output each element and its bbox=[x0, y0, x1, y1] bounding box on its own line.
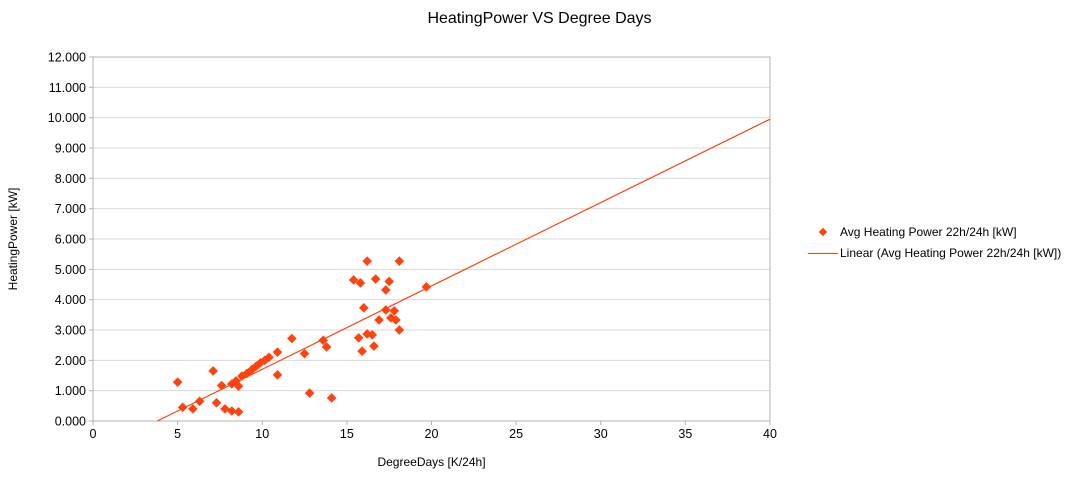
data-point bbox=[208, 366, 218, 376]
legend-item-trendline: Linear (Avg Heating Power 22h/24h [kW]) bbox=[806, 245, 1061, 261]
legend-label-series: Avg Heating Power 22h/24h [kW] bbox=[840, 225, 1017, 239]
trendline-sample-icon bbox=[808, 252, 838, 254]
y-axis-title: HeatingPower [kW] bbox=[6, 187, 20, 291]
data-point bbox=[251, 361, 262, 371]
legend-swatch bbox=[806, 227, 840, 237]
data-point bbox=[318, 335, 328, 346]
legend-label-trendline: Linear (Avg Heating Power 22h/24h [kW]) bbox=[840, 246, 1062, 260]
x-tick-label: 20 bbox=[425, 427, 439, 441]
y-tick-label: 1.000 bbox=[55, 384, 86, 398]
y-tick-label: 12.000 bbox=[48, 51, 86, 65]
data-point bbox=[367, 330, 378, 340]
data-point bbox=[233, 381, 244, 391]
x-tick-label: 15 bbox=[340, 427, 354, 441]
data-point bbox=[172, 377, 183, 387]
diamond-marker-icon bbox=[818, 227, 828, 237]
data-point bbox=[264, 352, 274, 363]
y-tick-label: 8.000 bbox=[55, 172, 86, 186]
data-point bbox=[321, 342, 332, 352]
data-point bbox=[394, 325, 405, 335]
data-point bbox=[362, 256, 372, 266]
data-point bbox=[326, 393, 337, 403]
x-tick-label: 10 bbox=[255, 427, 269, 441]
y-tick-label: 7.000 bbox=[55, 202, 86, 216]
legend: Avg Heating Power 22h/24h [kW] Linear (A… bbox=[806, 224, 1061, 266]
y-tick-label: 5.000 bbox=[55, 263, 86, 277]
data-point bbox=[304, 388, 315, 398]
y-tick-label: 6.000 bbox=[55, 233, 86, 247]
legend-swatch bbox=[806, 252, 840, 254]
y-tick-label: 10.000 bbox=[48, 111, 86, 125]
data-point bbox=[394, 256, 405, 266]
y-tick-label: 4.000 bbox=[55, 293, 86, 307]
data-point bbox=[353, 333, 364, 343]
y-tick-label: 11.000 bbox=[49, 81, 86, 95]
data-point bbox=[272, 370, 283, 380]
data-point bbox=[381, 305, 391, 315]
data-point bbox=[374, 315, 384, 325]
x-tick-label: 5 bbox=[174, 427, 181, 441]
y-tick-label: 2.000 bbox=[55, 354, 86, 368]
data-point bbox=[357, 346, 367, 357]
x-axis-title: DegreeDays [K/24h] bbox=[377, 455, 486, 469]
data-point bbox=[384, 276, 394, 287]
data-point bbox=[359, 303, 369, 313]
data-point bbox=[299, 348, 310, 359]
data-point bbox=[255, 357, 266, 368]
data-point bbox=[188, 404, 198, 414]
y-tick-label: 9.000 bbox=[55, 142, 86, 156]
x-tick-label: 40 bbox=[763, 427, 777, 441]
data-point bbox=[369, 341, 379, 351]
data-point bbox=[391, 315, 401, 325]
data-point bbox=[231, 376, 241, 386]
data-point bbox=[259, 355, 270, 366]
data-point bbox=[220, 404, 230, 414]
data-point bbox=[233, 407, 244, 417]
chart-title: HeatingPower VS Degree Days bbox=[427, 10, 652, 27]
legend-item-series: Avg Heating Power 22h/24h [kW] bbox=[806, 224, 1061, 240]
y-tick-label: 3.000 bbox=[55, 324, 86, 338]
data-point bbox=[211, 398, 222, 408]
data-point bbox=[226, 406, 237, 416]
x-tick-label: 25 bbox=[509, 427, 523, 441]
trendline bbox=[157, 118, 771, 422]
data-point bbox=[389, 306, 400, 316]
data-point bbox=[272, 347, 283, 357]
data-point bbox=[355, 278, 366, 288]
data-point bbox=[362, 329, 372, 339]
data-point bbox=[242, 368, 252, 379]
x-tick-label: 35 bbox=[678, 427, 692, 441]
y-tick-label: 0.000 bbox=[55, 415, 86, 429]
x-tick-label: 0 bbox=[90, 427, 97, 441]
data-point bbox=[370, 274, 381, 284]
data-point bbox=[348, 275, 359, 285]
data-point bbox=[177, 402, 188, 413]
data-point bbox=[287, 333, 297, 344]
x-tick-label: 30 bbox=[594, 427, 608, 441]
data-point bbox=[381, 285, 391, 295]
